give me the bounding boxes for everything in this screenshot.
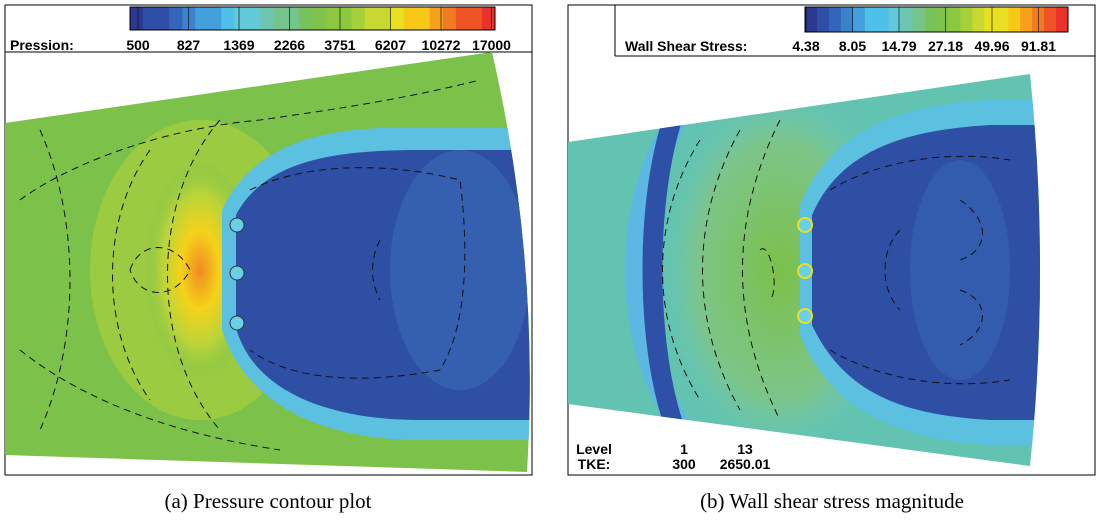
level-cell: 13 (737, 441, 753, 457)
colorbar-band (247, 7, 261, 30)
colorbar-band (936, 7, 949, 32)
legend-value: 49.96 (974, 38, 1009, 54)
colorbar-band (876, 7, 890, 32)
colorbar-frame (129, 6, 496, 31)
colorbar-band (912, 7, 926, 32)
legend-value: 91.81 (1021, 38, 1056, 54)
colorbar-band (338, 7, 353, 30)
legend-value: 1369 (223, 37, 254, 53)
colorbar-band (208, 7, 222, 30)
colorbar-band (169, 7, 183, 30)
colorbar-band (390, 7, 405, 30)
cylinder (229, 315, 245, 331)
colorbar-band (1044, 7, 1057, 32)
colorbar-band (130, 7, 144, 30)
colorbar-band (996, 7, 1009, 32)
colorbar-band (864, 7, 878, 32)
caption: (a) Pressure contour plot (164, 489, 371, 513)
legend-value: 27.18 (928, 38, 963, 54)
colorbar-band (221, 7, 235, 30)
colorbar-band (455, 7, 470, 30)
colorbar-band (182, 7, 196, 30)
colorbar-band (900, 7, 914, 32)
colorbar-band (377, 7, 392, 30)
level-cell: 2650.01 (720, 456, 771, 472)
legend-value: 2266 (274, 37, 305, 53)
colorbar-band (816, 7, 830, 32)
colorbar-band (1008, 7, 1021, 32)
legend-value: 827 (177, 37, 201, 53)
legend-value: 10272 (422, 37, 461, 53)
colorbar-band (840, 7, 854, 32)
colorbar-band (273, 7, 287, 30)
colorbar-band (429, 7, 444, 30)
colorbar-band (364, 7, 379, 30)
cylinder (229, 265, 245, 281)
colorbar-band (984, 7, 997, 32)
colorbar-band (1056, 7, 1069, 32)
colorbar-band (960, 7, 973, 32)
colorbar-band (852, 7, 866, 32)
legend-value: 8.05 (839, 38, 866, 54)
colorbar-band (481, 7, 496, 30)
legend-value: 3751 (324, 37, 355, 53)
level-table: Level 1 13 TKE: 300 2650.01 (576, 441, 770, 472)
cylinder (797, 308, 813, 324)
colorbar-band (828, 7, 842, 32)
level-cell: Level (576, 441, 612, 457)
colorbar-band (325, 7, 340, 30)
colorbar-band (948, 7, 961, 32)
colorbar-band (924, 7, 937, 32)
legend-title: Pression: (10, 37, 74, 53)
colorbar-band (156, 7, 170, 30)
colorbar-band (260, 7, 274, 30)
colorbar-band (416, 7, 431, 30)
colorbar-band (286, 7, 300, 30)
colorbar-band (1020, 7, 1033, 32)
cylinder (229, 217, 245, 233)
legend-value: 14.79 (881, 38, 916, 54)
level-cell: 1 (680, 441, 688, 457)
colorbar-frame (804, 6, 1069, 33)
colorbar-band (888, 7, 902, 32)
legend-title: Wall Shear Stress: (625, 38, 747, 54)
legend-value: 6207 (375, 37, 406, 53)
colorbar-band (234, 7, 248, 30)
legend-value: 17000 (472, 37, 511, 53)
level-cell: 300 (672, 456, 696, 472)
colorbar-band (805, 7, 818, 32)
legend-value: 4.38 (792, 38, 819, 54)
pressure-contour (5, 52, 530, 472)
shear-contour (568, 74, 1040, 466)
colorbar-band (312, 7, 327, 30)
colorbar-band (351, 7, 366, 30)
cylinder (797, 217, 813, 233)
colorbar-band (468, 7, 483, 30)
colorbar-band (143, 7, 157, 30)
colorbar-band (442, 7, 457, 30)
colorbar-band (195, 7, 209, 30)
level-cell: TKE: (578, 456, 611, 472)
colorbar-band (403, 7, 418, 30)
colorbar: 500 827 1369 2266 3751 6207 10272 17000 (126, 6, 511, 53)
legend-value: 500 (126, 37, 150, 53)
colorbar: 4.38 8.05 14.79 27.18 49.96 91.81 (792, 6, 1069, 54)
colorbar-band (299, 7, 313, 30)
cylinder (797, 263, 813, 279)
colorbar-band (972, 7, 985, 32)
caption: (b) Wall shear stress magnitude (700, 489, 964, 513)
